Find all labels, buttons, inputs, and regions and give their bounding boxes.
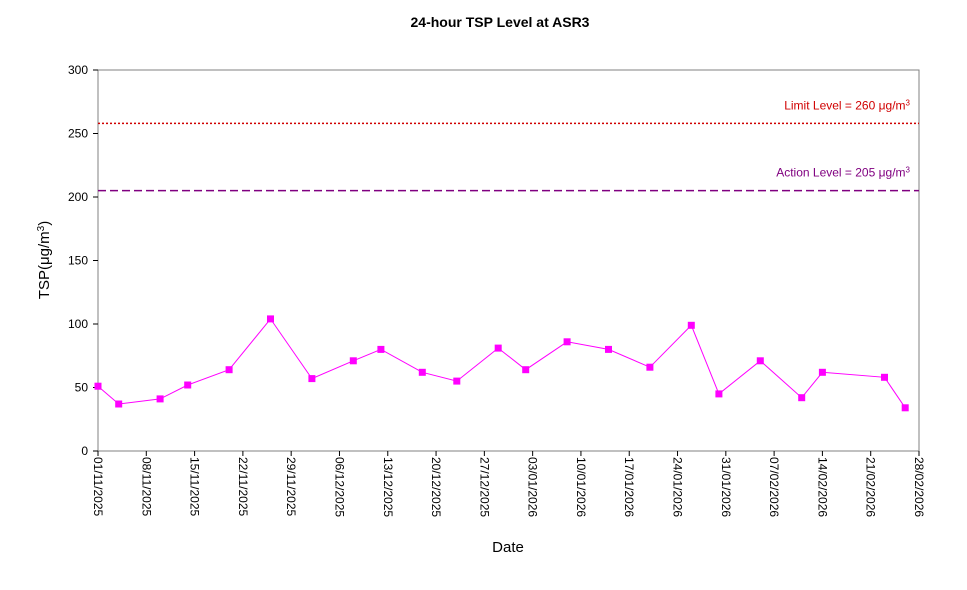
tsp-series [94,315,909,412]
x-tick-label: 03/01/2026 [526,457,540,517]
x-tick-label: 24/01/2026 [671,457,685,517]
y-axis-label: TSP(μg/m3) [36,221,54,299]
chart-title: 24-hour TSP Level at ASR3 [411,14,590,30]
x-tick-label: 20/12/2025 [429,457,443,517]
y-tick-label: 150 [68,254,88,268]
data-point [563,338,571,346]
x-tick-label: 22/11/2025 [236,457,250,516]
x-tick-label: 14/02/2026 [815,457,829,517]
y-tick-label: 100 [68,317,88,331]
y-axis-ticks: 0 50 100 150 200 250 300 [68,63,98,458]
x-axis-ticks: 01/11/2025 08/11/2025 15/11/2025 22/11/2025… [91,451,926,517]
y-tick-label: 0 [81,444,88,458]
data-point [901,404,909,412]
data-point [184,381,192,389]
data-point [308,375,316,383]
data-point [646,363,654,371]
x-tick-label: 27/12/2025 [477,457,491,517]
data-point [715,390,723,398]
x-tick-label: 21/02/2026 [864,457,878,517]
y-tick-label: 250 [68,127,88,141]
x-tick-label: 28/02/2026 [912,457,926,517]
plot-area [97,69,920,452]
data-point [377,345,385,353]
reference-line-label: Limit Level = 260 μg/m3 [784,98,910,113]
x-tick-label: 13/12/2025 [381,457,395,517]
data-point [349,357,357,365]
data-point [881,373,888,381]
data-point [156,395,164,403]
x-tick-label: 01/11/2025 [91,457,105,516]
x-tick-label: 29/11/2025 [284,457,298,516]
data-point [756,357,764,365]
reference-line-label: Action Level = 205 μg/m3 [776,165,910,180]
x-tick-label: 08/11/2025 [139,457,153,516]
data-point [522,366,530,374]
y-tick-label: 50 [75,381,89,395]
data-point [687,321,695,329]
data-point [418,368,426,376]
y-tick-label: 200 [68,190,88,204]
data-point [115,400,123,408]
reference-lines: Limit Level = 260 μg/m3 Action Level = 20… [98,98,919,192]
data-point [453,377,461,385]
x-axis-label: Date [492,539,524,556]
data-point [494,344,502,352]
x-tick-label: 15/11/2025 [188,457,202,516]
data-point [798,394,806,402]
data-point [225,366,233,374]
data-point [267,315,274,323]
x-tick-label: 06/12/2025 [332,457,346,517]
x-tick-label: 10/01/2026 [574,457,588,517]
data-point [818,368,826,376]
y-tick-label: 300 [68,63,88,77]
data-point [94,382,102,390]
x-tick-label: 31/01/2026 [719,457,733,517]
data-point [605,345,612,353]
x-tick-label: 07/02/2026 [767,457,781,517]
x-tick-label: 17/01/2026 [622,457,636,517]
